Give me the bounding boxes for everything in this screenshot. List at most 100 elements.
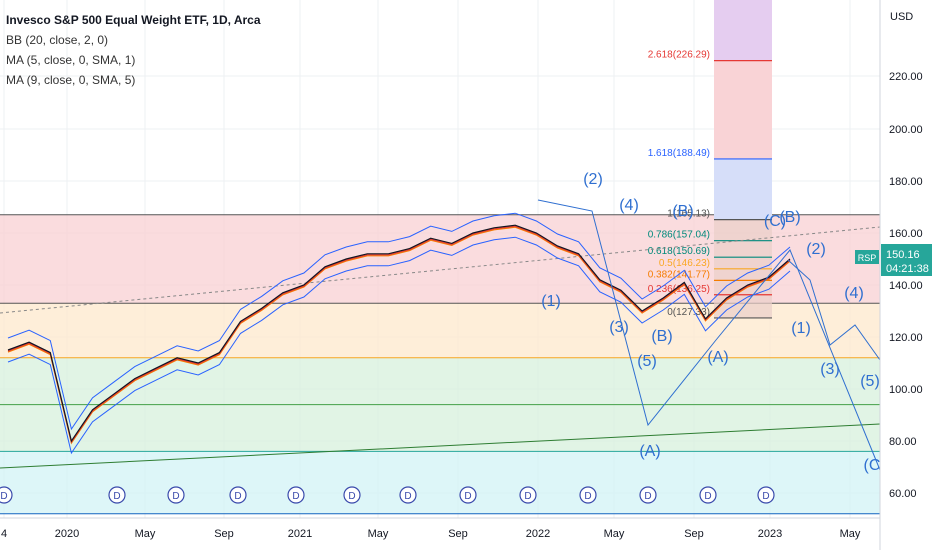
proj-level-label: 2.618(226.29) (648, 50, 710, 61)
dividend-label: D (348, 491, 355, 502)
wave-label: (4) (844, 285, 864, 302)
elliott-wave-drawings: (2)(4)(1)(3)(5)(B)(A)(B)(A)(C)(B)(2)(1)(… (537, 171, 881, 474)
price-tick: 100.00 (889, 384, 923, 396)
wave-label: (3) (609, 319, 629, 336)
time-tick: 2021 (288, 528, 312, 540)
fib-zone (0, 357, 880, 405)
price-and-indicators (7, 212, 791, 455)
legend-ma5[interactable]: MA (5, close, 0, SMA, 1) (6, 53, 136, 67)
symbol-badge (855, 250, 879, 264)
wave-label: (B) (651, 328, 672, 345)
dividend-label: D (644, 491, 651, 502)
dividend-label: D (524, 491, 531, 502)
dividend-marker (459, 486, 477, 504)
bar-countdown: 04:21:38 (886, 263, 929, 275)
last-price: 150.16 (886, 249, 920, 261)
dividend-marker (399, 486, 417, 504)
wave-label: (5) (637, 353, 657, 370)
wave-path-projection (787, 259, 881, 361)
last-price-badge (881, 244, 932, 276)
legend-ma9[interactable]: MA (9, close, 0, SMA, 5) (6, 73, 136, 87)
fib-zone (0, 404, 880, 452)
dividend-marker (579, 486, 597, 504)
dividend-label: D (234, 491, 241, 502)
time-tick: Sep (684, 528, 704, 540)
dividend-label: D (113, 491, 120, 502)
dividend-label: D (762, 491, 769, 502)
dividend-marker (519, 486, 537, 504)
wave-label: (2) (806, 241, 826, 258)
price-tick: 120.00 (889, 332, 923, 344)
symbol-label: RSP (858, 253, 877, 263)
trendlines (0, 226, 881, 469)
legend-title: Invesco S&P 500 Equal Weight ETF, 1D, Ar… (6, 13, 261, 27)
proj-zone-blue (714, 158, 772, 220)
dividend-marker (639, 486, 657, 504)
price-tick: 220.00 (889, 71, 923, 83)
wave-label: (A) (707, 349, 728, 366)
price-tick: 180.00 (889, 176, 923, 188)
wave-label: (B) (779, 209, 800, 226)
support-trendline (0, 423, 881, 469)
price-axis-currency: USD (890, 11, 913, 23)
dividend-marker (699, 486, 717, 504)
wave-label: (B) (672, 203, 693, 220)
chart-legend[interactable]: Invesco S&P 500 Equal Weight ETF, 1D, Ar… (6, 10, 261, 90)
dividend-marker (757, 486, 775, 504)
time-tick: May (840, 528, 861, 540)
dividend-label: D (0, 491, 7, 502)
time-tick: May (135, 528, 156, 540)
price-tick: 160.00 (889, 228, 923, 240)
wave-label: (5) (860, 373, 880, 390)
time-tick: Sep (214, 528, 234, 540)
time-tick: 2022 (526, 528, 550, 540)
proj-level-label: 1(165.13) (667, 209, 710, 220)
dividend-marker (343, 486, 361, 504)
dividend-marker (108, 486, 126, 504)
ma5-line (7, 225, 791, 444)
price-series-RSP (7, 224, 791, 443)
wave-label: (4) (619, 197, 639, 214)
time-tick: Sep (448, 528, 468, 540)
dividend-label: D (292, 491, 299, 502)
wave-label: (2) (583, 171, 603, 188)
proj-zone-top (714, 0, 772, 61)
time-tick: 2020 (55, 528, 79, 540)
fib-projection-box: 2.618(226.29) 1.618(188.49) 1(165.13) 0.786… (648, 0, 772, 319)
dividend-label: D (704, 491, 711, 502)
dividend-marker (167, 486, 185, 504)
wave-label: (C (864, 457, 881, 474)
time-tick: 2023 (758, 528, 782, 540)
proj-level-label: 0.5(146.23) (659, 258, 710, 269)
wave-label: (3) (820, 361, 840, 378)
wave-label: (1) (541, 293, 561, 310)
time-tick: 4 (1, 528, 7, 540)
bollinger-upper (7, 212, 791, 431)
dividend-label: D (464, 491, 471, 502)
proj-zone-red (714, 60, 772, 159)
proj-level-label: 1.618(188.49) (648, 148, 710, 159)
wave-path-main (537, 199, 881, 471)
price-tick: 80.00 (889, 436, 917, 448)
dividend-label: D (584, 491, 591, 502)
wave-label: (A) (639, 443, 660, 460)
ma9-line (7, 226, 791, 445)
legend-bb[interactable]: BB (20, close, 2, 0) (6, 33, 109, 47)
dividend-marker (0, 486, 13, 504)
bollinger-lower (7, 236, 791, 455)
wave-label: (C) (764, 213, 786, 230)
price-tick: 60.00 (889, 488, 917, 500)
dividend-label: D (404, 491, 411, 502)
dividend-marker (287, 486, 305, 504)
time-tick: May (368, 528, 389, 540)
time-tick: May (604, 528, 625, 540)
price-tick: 200.00 (889, 124, 923, 136)
dividend-label: D (172, 491, 179, 502)
wave-label: (1) (791, 320, 811, 337)
proj-level-label: 0.236(136.25) (648, 284, 710, 295)
fib-zone (0, 451, 880, 514)
